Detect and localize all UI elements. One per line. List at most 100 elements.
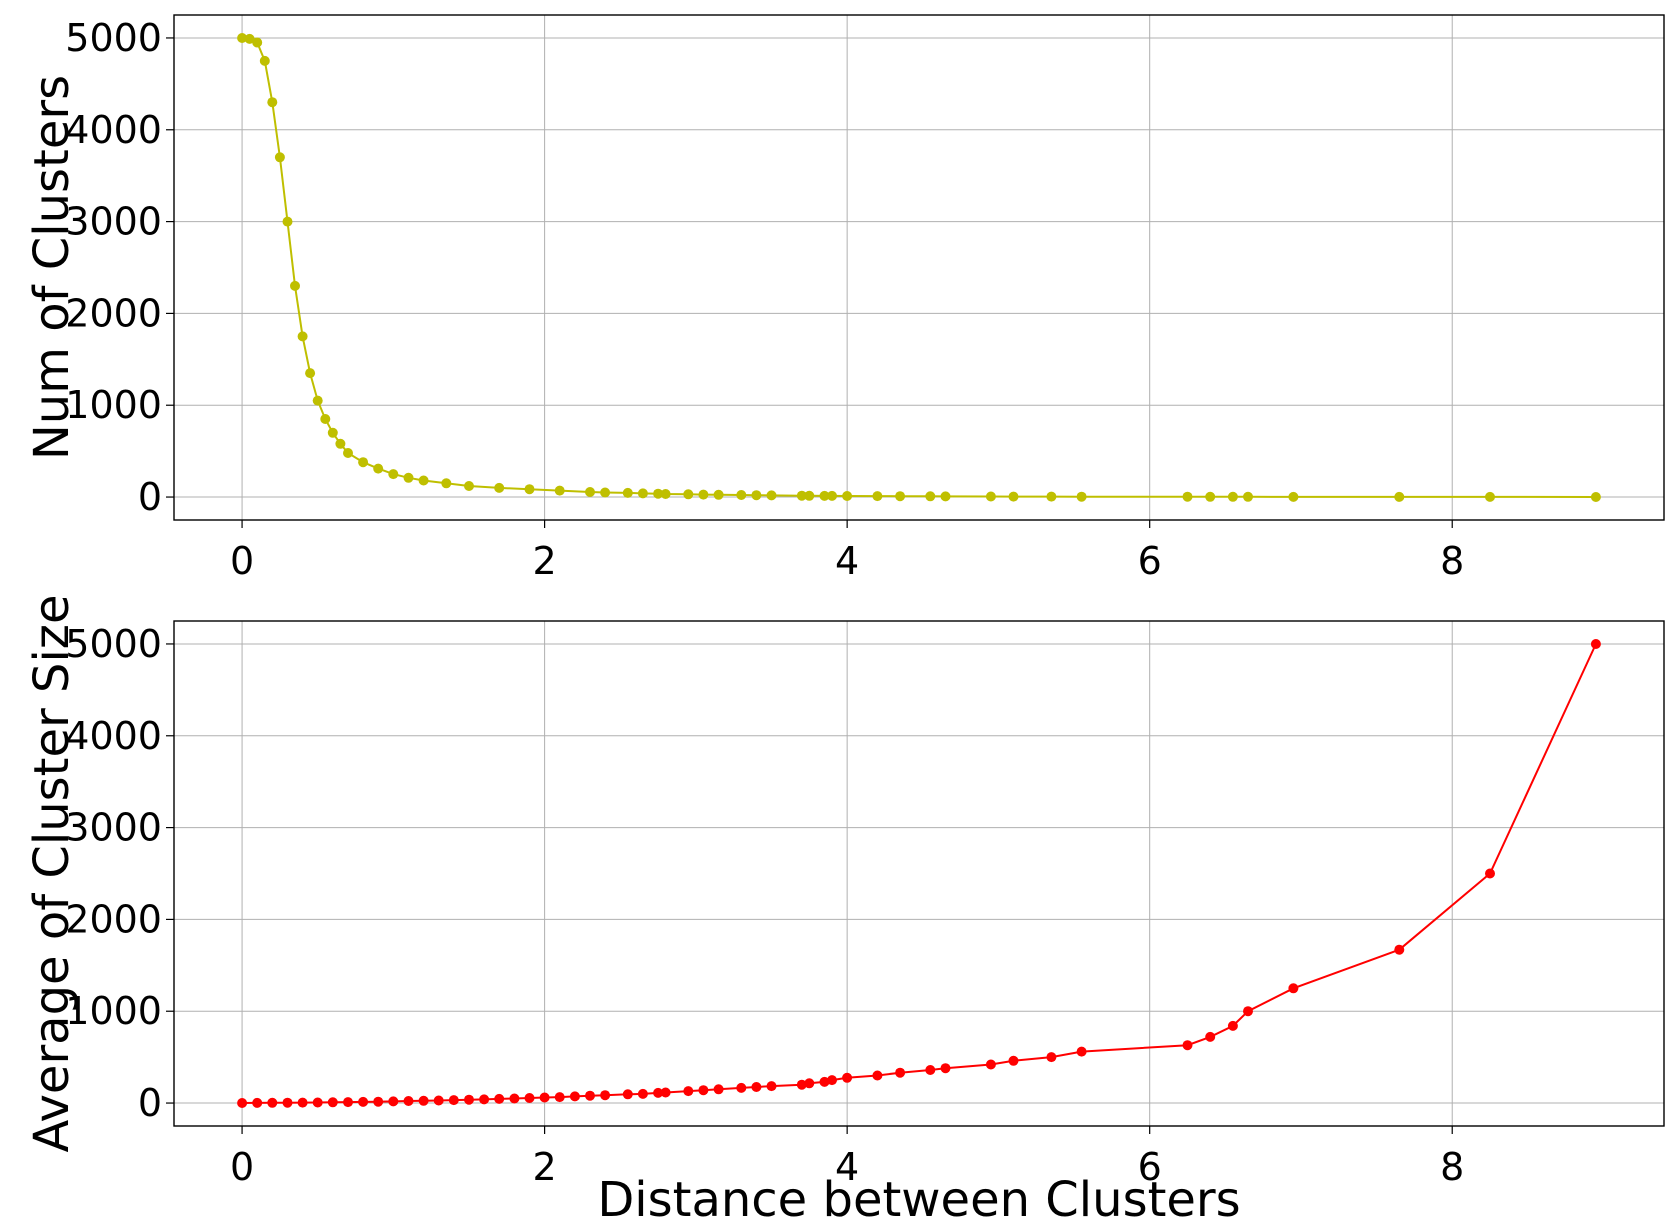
data-point	[895, 1067, 906, 1078]
grid-lines	[174, 15, 1664, 520]
data-point	[358, 457, 369, 468]
data-point	[660, 1087, 671, 1098]
data-point	[842, 491, 853, 501]
plot-frame	[173, 14, 1665, 521]
data-point	[653, 1087, 664, 1098]
data-point	[804, 1078, 815, 1089]
data-point	[373, 463, 384, 474]
data-point	[312, 1097, 323, 1108]
x-axis-label: Distance between Clusters	[597, 1172, 1240, 1228]
data-point	[796, 1079, 807, 1090]
data-point	[388, 469, 399, 480]
data-point	[494, 482, 505, 493]
data-point	[1227, 491, 1238, 502]
data-point	[827, 490, 837, 501]
y-tick-label: 5000	[65, 16, 162, 60]
y-axis-label: Average of Cluster Size	[24, 594, 80, 1152]
data-point	[1076, 491, 1087, 502]
data-point	[448, 1095, 459, 1106]
data-point	[1008, 491, 1019, 502]
data-point	[1485, 868, 1495, 879]
data-point	[539, 1092, 550, 1103]
data-point	[252, 1097, 263, 1108]
data-point	[524, 484, 535, 495]
data-point	[713, 489, 724, 500]
data-point	[1205, 1031, 1216, 1042]
data-point	[244, 33, 255, 44]
grid-lines	[174, 621, 1664, 1126]
y-tick-label: 1000	[65, 989, 162, 1033]
x-tick-label: 0	[230, 539, 254, 583]
data-point	[373, 1096, 384, 1107]
data-point	[343, 448, 353, 458]
x-tick-label: 6	[1138, 1145, 1162, 1189]
data-point	[683, 1086, 694, 1097]
data-point	[1485, 491, 1495, 502]
data-point	[653, 488, 664, 499]
x-tick-label: 6	[1138, 539, 1162, 583]
data-point	[600, 1090, 611, 1101]
data-point	[1243, 491, 1253, 502]
data-point	[819, 1076, 830, 1087]
data-point	[751, 490, 762, 501]
y-tick-label: 4000	[65, 714, 162, 758]
data-point	[736, 1082, 747, 1093]
y-tick-label: 5000	[65, 622, 162, 666]
data-point	[327, 1097, 338, 1108]
data-point	[237, 33, 248, 43]
data-point	[804, 490, 815, 501]
data-point	[433, 1095, 444, 1106]
data-point	[895, 491, 906, 502]
data-point	[925, 1065, 936, 1075]
data-point	[267, 97, 278, 108]
data-point	[335, 438, 346, 449]
data-point	[267, 1097, 278, 1108]
x-tick-label: 0	[230, 1145, 254, 1189]
data-point	[872, 1070, 883, 1081]
data-point	[297, 331, 308, 342]
data-point	[479, 1094, 490, 1105]
data-point	[403, 472, 414, 483]
data-point	[418, 1095, 429, 1106]
data-point	[1394, 491, 1405, 502]
data-point	[766, 490, 777, 501]
data-point	[569, 1091, 580, 1102]
data-point	[418, 475, 429, 486]
x-tick-label: 4	[835, 1145, 859, 1189]
data-point	[343, 1097, 353, 1108]
chart-panel-num-clusters: 0 2 4 6 8 0 1000 2000 3000 4000 5000 Num of Clust…	[24, 14, 1665, 583]
data-point	[827, 1075, 837, 1086]
y-tick-label: 3000	[65, 806, 162, 850]
data-point	[358, 1096, 369, 1107]
data-point	[698, 1085, 709, 1096]
data-point	[1046, 1052, 1057, 1063]
data-point	[403, 1096, 414, 1106]
x-axis-ticks: 0 2 4 6 8	[230, 1126, 1464, 1189]
data-point	[441, 478, 452, 489]
data-point	[1288, 983, 1299, 994]
data-point	[312, 395, 323, 406]
data-point	[1590, 492, 1601, 502]
series-line	[241, 37, 1596, 498]
data-point	[985, 491, 996, 502]
data-point	[1590, 639, 1601, 649]
data-point	[282, 216, 293, 227]
data-point	[494, 1093, 505, 1104]
y-axis-label: Num of Clusters	[24, 75, 80, 460]
series-num-clusters	[237, 33, 1601, 502]
data-point	[940, 1063, 951, 1074]
data-point	[842, 1072, 853, 1083]
data-point	[1076, 1046, 1087, 1057]
data-point	[985, 1059, 996, 1070]
y-axis-ticks: 0 1000 2000 3000 4000 5000	[65, 16, 174, 519]
data-point	[751, 1082, 762, 1092]
data-point	[327, 427, 338, 438]
data-point	[585, 487, 595, 497]
data-point	[237, 1098, 248, 1108]
data-point	[940, 491, 951, 502]
data-point	[320, 414, 331, 424]
x-tick-label: 8	[1440, 539, 1464, 583]
data-point	[796, 490, 807, 501]
data-point	[819, 490, 830, 501]
